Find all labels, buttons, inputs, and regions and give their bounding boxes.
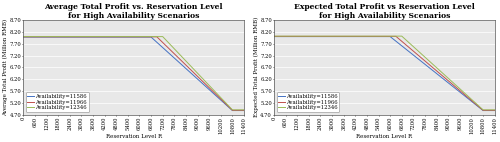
Availability=11586 <box>315 36 321 37</box>
Legend: Availability=11586, Availability=11966, Availability=12346: Availability=11586, Availability=11966, … <box>276 92 340 112</box>
Availability=11586 <box>174 59 180 61</box>
Availability=12346 <box>271 35 277 37</box>
Availability=11966 <box>492 109 498 111</box>
Availability=11966 <box>186 66 192 68</box>
Legend: Availability=11586, Availability=11966, Availability=12346: Availability=11586, Availability=11966, … <box>26 92 88 112</box>
Availability=11966 <box>174 55 180 57</box>
Availability=11586 <box>20 36 26 38</box>
Availability=12346 <box>178 55 184 57</box>
Title: Expected Total Profit vs Reservation Level
for High Availability Scenarios: Expected Total Profit vs Reservation Lev… <box>294 3 474 20</box>
Availability=12346 <box>141 36 147 37</box>
X-axis label: Reservation Level R: Reservation Level R <box>106 134 162 139</box>
Availability=11966 <box>20 36 26 38</box>
Availability=11966 <box>424 62 430 64</box>
Availability=11586 <box>421 63 427 64</box>
Availability=11966 <box>392 36 398 37</box>
Availability=12346 <box>424 59 430 60</box>
Availability=11966 <box>230 109 235 111</box>
Availability=11586 <box>170 56 176 58</box>
Availability=12346 <box>174 50 180 52</box>
Availability=11586 <box>178 63 184 65</box>
Availability=11966 <box>141 36 147 38</box>
Availability=11966 <box>429 66 435 68</box>
Availability=11586 <box>230 110 235 111</box>
Availability=11586 <box>186 70 192 72</box>
Availability=11586 <box>141 36 147 38</box>
Availability=12346 <box>421 55 427 57</box>
Availability=11586 <box>429 69 435 71</box>
Availability=11586 <box>492 110 498 111</box>
Availability=11586 <box>424 65 430 67</box>
Availability=11966 <box>241 109 247 111</box>
Availability=11586 <box>480 110 486 111</box>
Line: Availability=11966: Availability=11966 <box>24 37 244 110</box>
Availability=11586 <box>271 36 277 37</box>
Line: Availability=11586: Availability=11586 <box>274 37 494 111</box>
Title: Average Total Profit vs. Reservation Level
for High Availability Scenarios: Average Total Profit vs. Reservation Lev… <box>44 3 223 20</box>
X-axis label: Reservation Level R: Reservation Level R <box>356 134 412 139</box>
Availability=11586 <box>436 75 442 76</box>
Line: Availability=11966: Availability=11966 <box>274 36 494 110</box>
Availability=11966 <box>170 52 176 54</box>
Availability=11586 <box>64 36 70 38</box>
Availability=12346 <box>241 109 247 111</box>
Line: Availability=12346: Availability=12346 <box>24 37 244 110</box>
Availability=11966 <box>315 36 321 37</box>
Availability=12346 <box>492 109 498 111</box>
Availability=11966 <box>436 72 442 74</box>
Availability=11966 <box>178 60 184 61</box>
Availability=11966 <box>64 36 70 38</box>
Availability=12346 <box>436 69 442 71</box>
Availability=12346 <box>480 109 486 111</box>
Y-axis label: Expected Total Profit (Million RMB): Expected Total Profit (Million RMB) <box>254 17 258 117</box>
Availability=12346 <box>64 36 70 37</box>
Line: Availability=12346: Availability=12346 <box>274 36 494 110</box>
Y-axis label: Average Total Profit (Million RMB): Average Total Profit (Million RMB) <box>3 19 8 116</box>
Availability=12346 <box>186 63 192 64</box>
Availability=11586 <box>392 39 398 41</box>
Availability=12346 <box>392 35 398 37</box>
Availability=11966 <box>271 36 277 37</box>
Availability=11966 <box>480 109 486 111</box>
Availability=11586 <box>241 110 247 111</box>
Availability=12346 <box>315 35 321 37</box>
Availability=12346 <box>20 36 26 37</box>
Line: Availability=11586: Availability=11586 <box>24 37 244 111</box>
Availability=12346 <box>429 63 435 64</box>
Availability=11966 <box>421 59 427 61</box>
Availability=12346 <box>230 109 235 111</box>
Availability=12346 <box>170 47 176 48</box>
